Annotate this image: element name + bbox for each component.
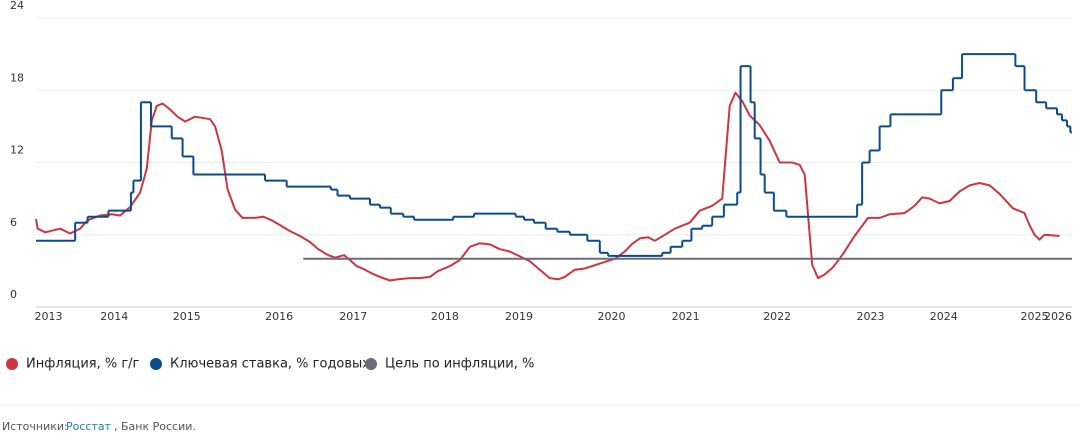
y-tick-label: 18 [10,71,24,84]
source-label: Источники: [2,420,68,433]
source-rest: , Банк России. [114,420,196,433]
y-tick-label: 6 [10,216,17,229]
y-tick-label: 0 [10,288,17,301]
x-tick-label: 2022 [763,310,791,323]
series-line [35,91,1060,282]
y-tick-label: 12 [10,144,24,157]
x-tick-label: 2017 [339,310,367,323]
x-tick-label: 2024 [930,310,958,323]
legend-label: Инфляция, % г/г [26,357,140,372]
y-tick-label: 24 [10,0,24,12]
legend-label: Ключевая ставка, % годовых [170,357,370,372]
x-tick-label: 2021 [672,310,700,323]
x-tick-label: 2026 [1044,310,1072,323]
x-tick-label: 2025 [1021,310,1049,323]
x-tick-label: 2015 [173,310,201,323]
x-tick-label: 2016 [265,310,293,323]
legend-label: Цель по инфляции, % [385,357,534,372]
x-tick-label: 2014 [100,310,128,323]
x-tick-label: 2023 [856,310,884,323]
x-tick-label: 2020 [597,310,625,323]
legend-marker [365,358,377,370]
x-tick-label: 2019 [505,310,533,323]
legend-marker [6,358,18,370]
x-tick-label: 2018 [431,310,459,323]
x-tick-label: 2013 [34,310,62,323]
legend-marker [150,358,162,370]
source-link[interactable]: Росстат [66,420,112,433]
